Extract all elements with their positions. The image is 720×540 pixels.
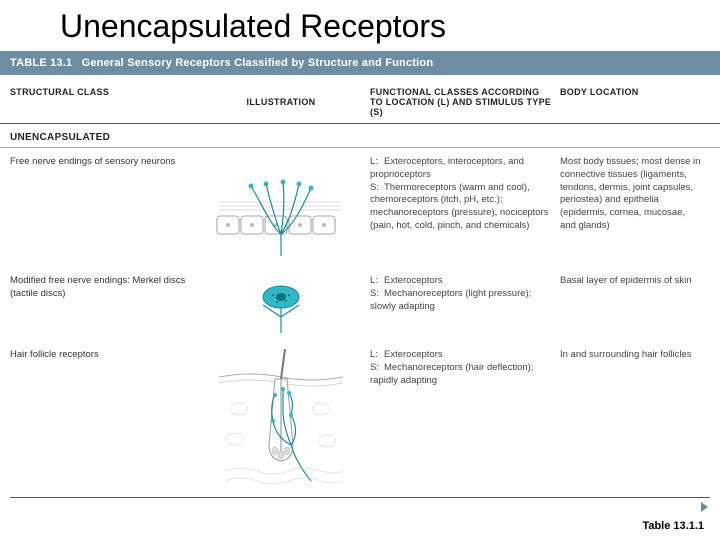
header-functional-classes: FUNCTIONAL CLASSES ACCORDING TO LOCATION… <box>370 87 560 117</box>
functional-classes: L:Exteroceptors, interoceptors, and prop… <box>370 156 560 261</box>
page-title: Unencapsulated Receptors <box>60 8 720 45</box>
table-row: Free nerve endings of sensory neurons <box>0 148 720 267</box>
structural-class: Modified free nerve endings: Merkel disc… <box>10 275 200 335</box>
func-l: Exteroceptors, interoceptors, and propri… <box>370 156 524 180</box>
func-s: Mechanoreceptors (light pressure); slowl… <box>370 288 531 312</box>
func-l: Exteroceptors <box>384 275 443 286</box>
structural-class: Hair follicle receptors <box>10 349 200 489</box>
body-location: Basal layer of epidermis of skin <box>560 275 710 335</box>
table-band: TABLE 13.1 General Sensory Receptors Cla… <box>0 51 720 75</box>
section-unencapsulated: UNENCAPSULATED <box>0 124 720 148</box>
continue-arrow-icon <box>701 502 708 512</box>
structural-class: Free nerve endings of sensory neurons <box>10 156 200 261</box>
illustration-free-nerve <box>200 156 370 261</box>
body-location: In and surrounding hair follicles <box>560 349 710 489</box>
header-body-location: BODY LOCATION <box>560 87 710 117</box>
figure-caption: Table 13.1.1 <box>642 520 704 532</box>
func-s: Thermoreceptors (warm and cool), chemore… <box>370 182 548 231</box>
func-s: Mechanoreceptors (hair deflection); rapi… <box>370 362 533 386</box>
illustration-hair-follicle <box>200 349 370 489</box>
functional-classes: L:Exteroceptors S:Mechanoreceptors (ligh… <box>370 275 560 335</box>
table-number: TABLE 13.1 <box>10 57 72 69</box>
table-band-text: General Sensory Receptors Classified by … <box>82 57 434 69</box>
func-l: Exteroceptors <box>384 349 443 360</box>
table-row: Hair follicle receptors <box>0 341 720 495</box>
table-footer <box>10 497 710 530</box>
header-structural-class: STRUCTURAL CLASS <box>10 87 200 117</box>
header-illustration: ILLUSTRATION <box>200 87 370 117</box>
illustration-merkel-disc <box>200 275 370 335</box>
functional-classes: L:Exteroceptors S:Mechanoreceptors (hair… <box>370 349 560 489</box>
body-location: Most body tissues; most dense in connect… <box>560 156 710 261</box>
column-headers: STRUCTURAL CLASS ILLUSTRATION FUNCTIONAL… <box>0 75 720 124</box>
table-row: Modified free nerve endings: Merkel disc… <box>0 267 720 341</box>
